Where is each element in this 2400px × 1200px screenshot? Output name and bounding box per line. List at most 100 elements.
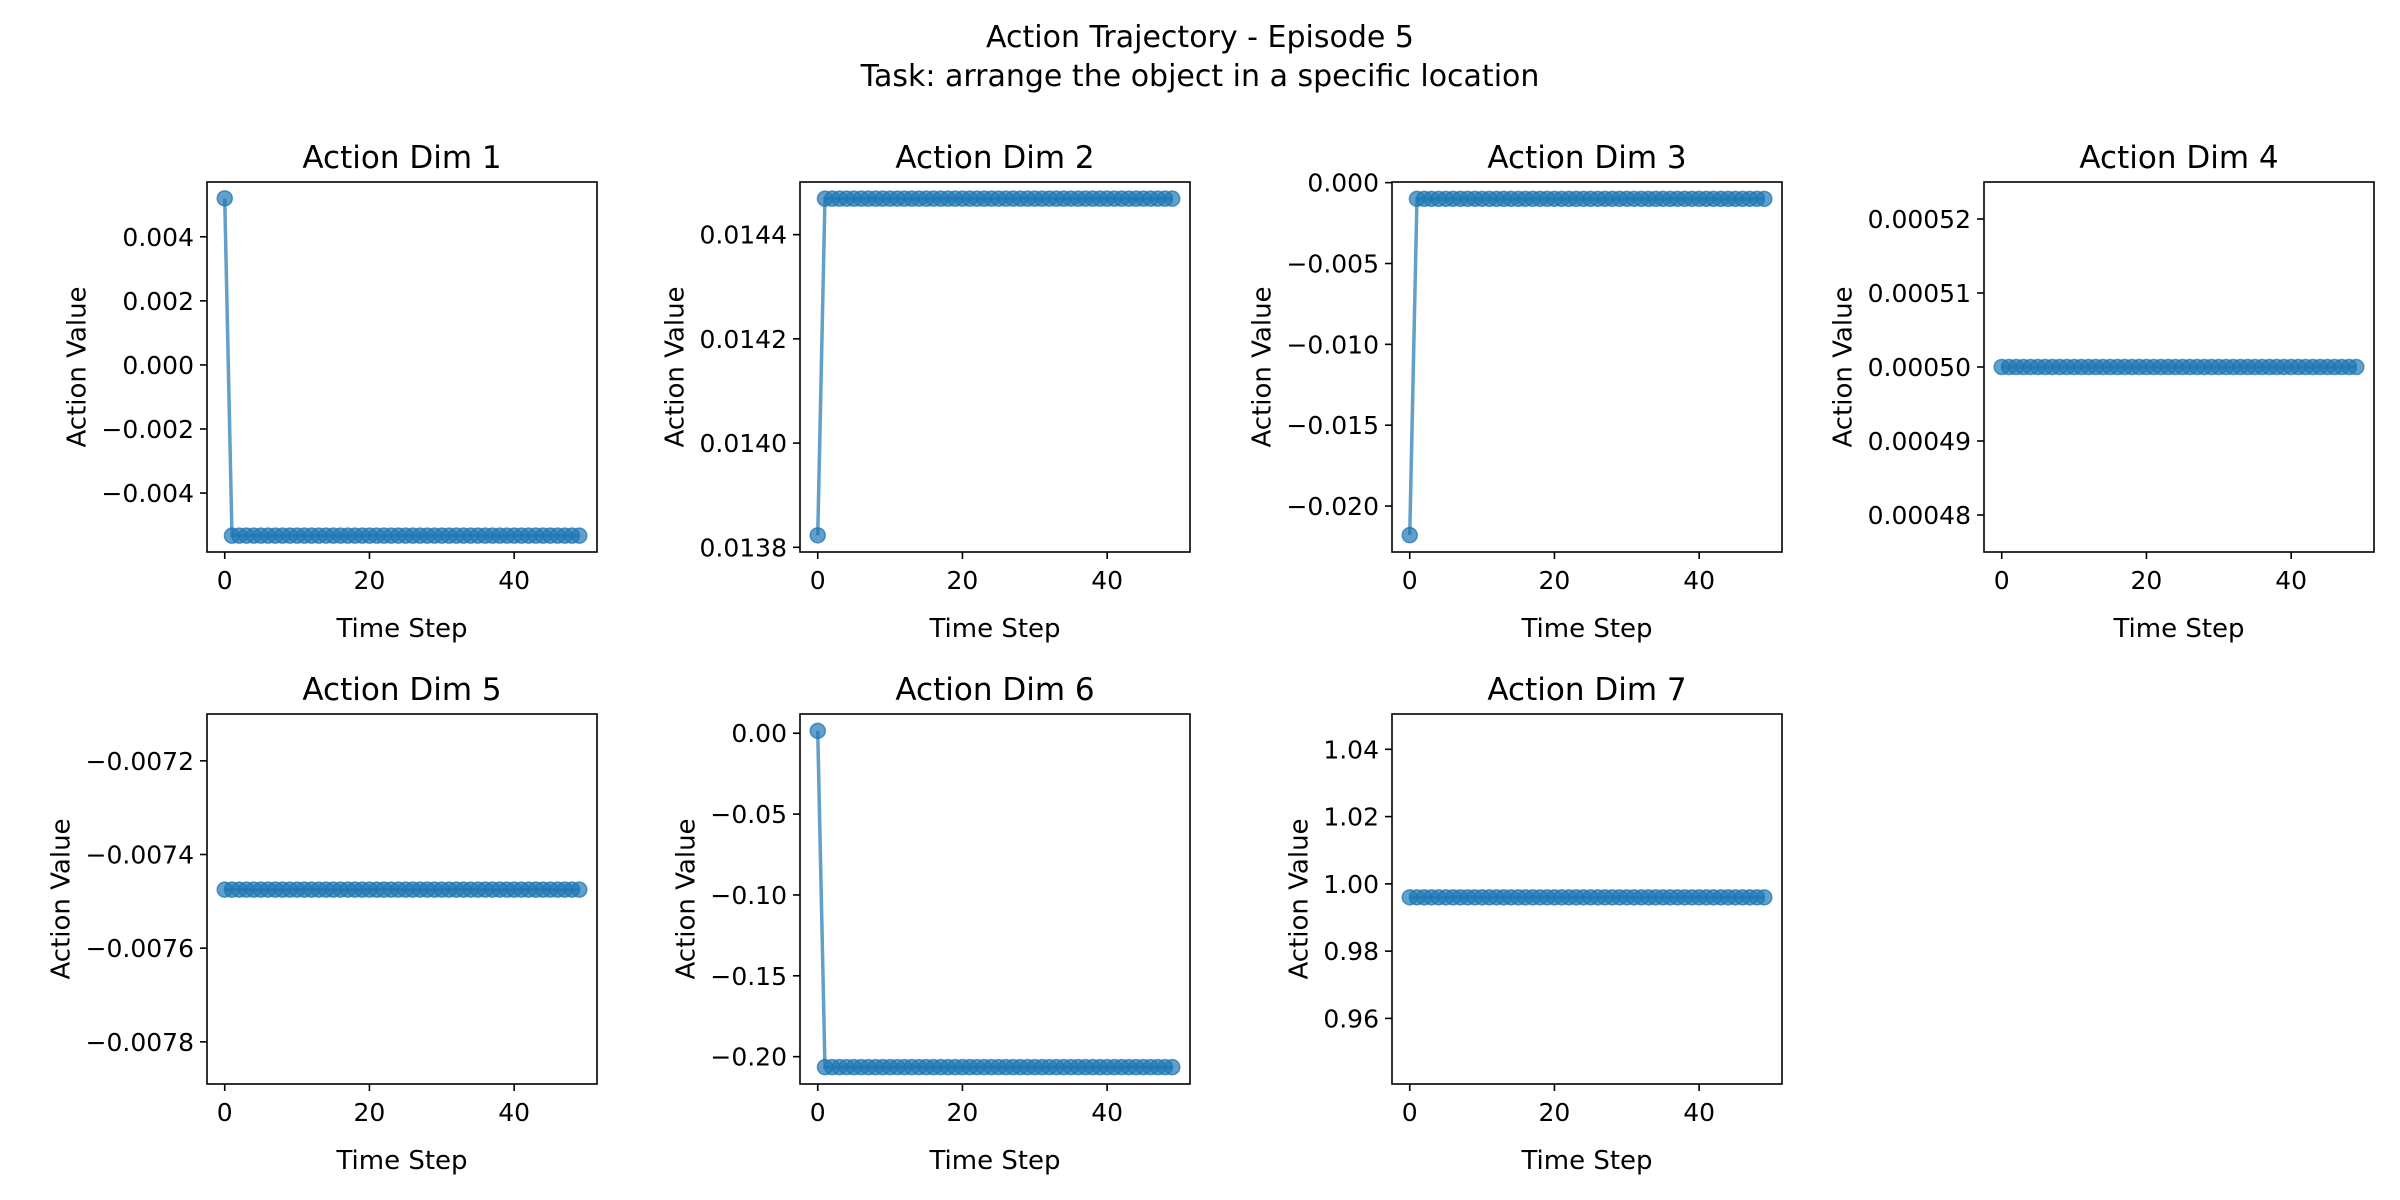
x-tick-label: 0 [217, 566, 233, 595]
series-line [222, 198, 580, 538]
x-axis-label: Time Step [335, 614, 467, 644]
subplot-title: Action Dim 3 [1487, 140, 1686, 176]
y-tick-label: 0.96 [1323, 1004, 1379, 1033]
data-point [809, 722, 826, 740]
subplot-5: Action Dim 5 Time Step 0 20 40 −0.0078 −0.0076… [47, 672, 598, 1176]
y-axis-label: Action Value [671, 818, 701, 979]
y-tick-label: 0.0144 [700, 221, 787, 250]
y-tick-label: −0.0076 [86, 934, 194, 963]
y-tick-label: 1.00 [1323, 870, 1379, 899]
y-tick-label: −0.015 [1286, 411, 1379, 440]
y-tick-label: −0.005 [1286, 250, 1379, 279]
x-axis-label: Time Step [1520, 1146, 1652, 1176]
y-tick-label: 0.00048 [1868, 501, 1971, 530]
y-tick-label: −0.15 [710, 962, 787, 991]
subplot-2: Action Dim 2 Time Step 0 20 40 0.0138 0.0140 0.… [661, 140, 1191, 644]
x-axis-label: Time Step [335, 1146, 467, 1176]
x-tick-label: 20 [354, 1098, 386, 1127]
y-tick-label: −0.20 [710, 1043, 787, 1072]
x-tick-label: 20 [947, 566, 979, 595]
subplot-1: Action Dim 1 Time Step 0 20 40 −0.004 −0.002 0.… [62, 140, 598, 644]
x-tick-label: 20 [354, 566, 386, 595]
x-tick-label: 20 [1539, 566, 1571, 595]
x-tick-label: 0 [1402, 1098, 1418, 1127]
y-tick-label: −0.020 [1286, 492, 1379, 521]
y-tick-label: 0.002 [122, 287, 194, 316]
y-axis-label: Action Value [1247, 286, 1277, 447]
x-tick-label: 40 [1091, 566, 1123, 595]
y-tick-label: −0.004 [101, 479, 194, 508]
y-tick-label: 0.00049 [1868, 427, 1971, 456]
x-tick-label: 0 [1402, 566, 1418, 595]
axes-frame [799, 713, 1191, 1085]
x-tick-label: 40 [498, 1098, 530, 1127]
data-point [1401, 526, 1418, 544]
y-tick-label: 0.000 [122, 351, 194, 380]
x-tick-label: 40 [498, 566, 530, 595]
y-axis-label: Action Value [1829, 286, 1859, 447]
y-axis-label: Action Value [62, 286, 92, 447]
axes-frame [1983, 181, 2375, 553]
data-point [571, 881, 588, 898]
subplot-grid: Action Dim 1 Time Step 0 20 40 −0.004 −0.002 0.… [47, 140, 2375, 1176]
series-line [1407, 197, 1765, 536]
y-tick-label: 0.004 [122, 223, 194, 252]
series-line [815, 730, 1173, 1069]
y-tick-label: −0.010 [1286, 330, 1379, 359]
data-point [809, 527, 826, 544]
y-tick-label: −0.002 [101, 415, 194, 444]
x-tick-label: 20 [2131, 566, 2163, 595]
data-point [1164, 190, 1181, 207]
y-tick-label: 0.00052 [1868, 205, 1971, 234]
data-point [1756, 889, 1773, 906]
axes-frame [1391, 181, 1783, 553]
data-point [2348, 358, 2365, 376]
y-tick-label: −0.10 [710, 881, 787, 910]
axes-frame [206, 181, 598, 553]
y-tick-label: 0.00 [731, 719, 787, 748]
data-point [216, 190, 233, 207]
axes-frame [1391, 713, 1783, 1085]
figure-title-line1: Action Trajectory - Episode 5 [986, 20, 1414, 55]
y-axis-label: Action Value [1284, 818, 1314, 979]
y-tick-label: −0.05 [710, 800, 787, 829]
subplot-title: Action Dim 2 [895, 140, 1094, 176]
subplot-7: Action Dim 7 Time Step 0 20 40 0.96 0.98 1.00 1.… [1284, 672, 1783, 1176]
y-tick-label: −0.0074 [86, 841, 194, 870]
subplot-title: Action Dim 1 [302, 140, 501, 176]
subplot-3: Action Dim 3 Time Step 0 20 40 −0.020 −0.015 −0… [1247, 140, 1783, 644]
subplot-title: Action Dim 4 [2079, 140, 2278, 176]
subplot-title: Action Dim 5 [302, 672, 501, 708]
series-line [815, 196, 1173, 536]
y-tick-label: 0.0142 [700, 325, 787, 354]
subplot-6: Action Dim 6 Time Step 0 20 40 −0.20 −0.15 −0.1… [671, 672, 1191, 1176]
x-tick-label: 0 [810, 1098, 826, 1127]
y-axis-label: Action Value [47, 818, 77, 979]
x-tick-label: 0 [810, 566, 826, 595]
x-axis-label: Time Step [1520, 614, 1652, 644]
y-axis-label: Action Value [661, 286, 691, 447]
x-tick-label: 20 [1539, 1098, 1571, 1127]
subplot-4: Action Dim 4 Time Step 0 20 40 0.00048 0.00049… [1829, 140, 2375, 644]
y-tick-label: 1.04 [1323, 735, 1379, 764]
figure-title-line2: Task: arrange the object in a specific l… [860, 59, 1540, 94]
data-point [1756, 190, 1773, 208]
y-tick-label: −0.0078 [86, 1028, 194, 1057]
x-axis-label: Time Step [928, 614, 1060, 644]
x-tick-label: 0 [217, 1098, 233, 1127]
y-tick-label: 0.0140 [700, 429, 787, 458]
y-tick-label: 1.02 [1323, 803, 1379, 832]
x-axis-label: Time Step [2112, 614, 2244, 644]
x-tick-label: 20 [947, 1098, 979, 1127]
data-point [571, 527, 588, 544]
y-tick-label: 0.98 [1323, 937, 1379, 966]
y-tick-label: 0.0138 [700, 533, 787, 562]
y-tick-label: 0.00051 [1868, 279, 1971, 308]
x-tick-label: 40 [1683, 1098, 1715, 1127]
y-tick-label: 0.000 [1307, 169, 1379, 198]
x-axis-label: Time Step [928, 1146, 1060, 1176]
axes-frame [206, 713, 598, 1085]
subplot-title: Action Dim 6 [895, 672, 1094, 708]
y-tick-label: −0.0072 [86, 747, 194, 776]
